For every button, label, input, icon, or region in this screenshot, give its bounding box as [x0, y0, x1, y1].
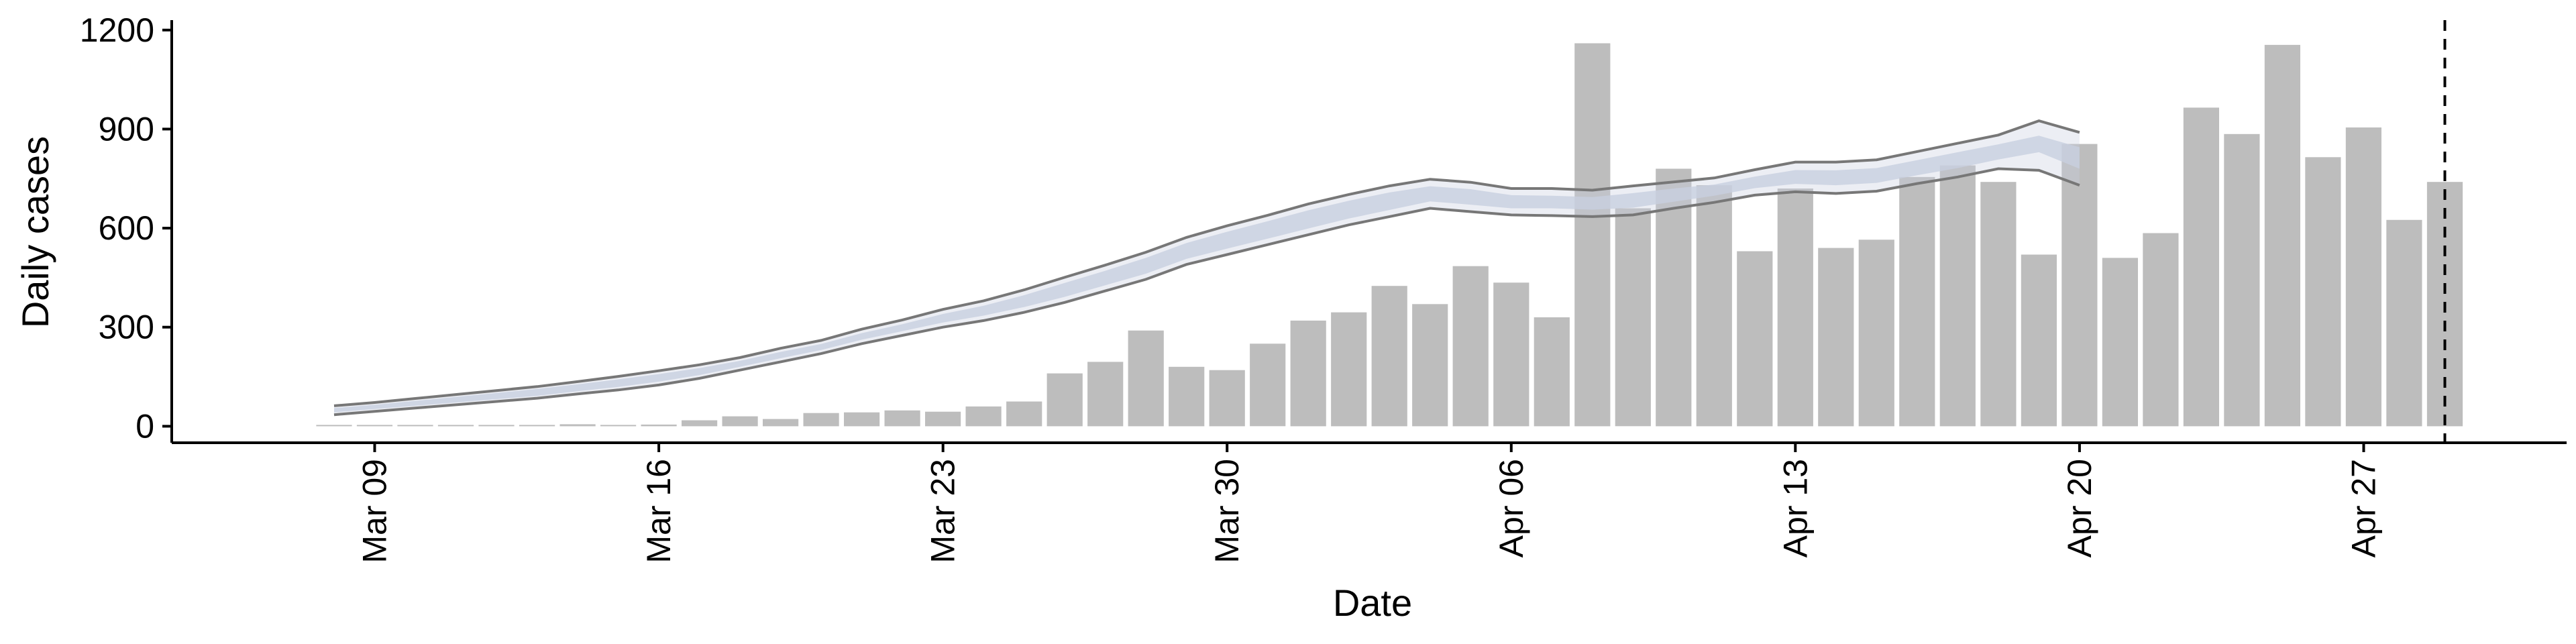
estimate-band — [333, 119, 2080, 417]
bar — [641, 424, 677, 427]
bar — [1656, 168, 1692, 427]
bar — [1452, 266, 1489, 427]
bar — [2021, 254, 2057, 427]
bar — [1615, 208, 1651, 427]
bar — [1128, 330, 1164, 427]
bar — [2264, 44, 2300, 427]
bar — [1737, 251, 1773, 427]
bar — [2061, 144, 2098, 427]
bar — [803, 413, 839, 427]
y-axis-title: Daily cases — [14, 136, 56, 328]
x-tick-label: Apr 13 — [1776, 459, 1814, 557]
bar — [1493, 282, 1529, 427]
bar — [1412, 304, 1448, 427]
bar — [397, 425, 433, 427]
x-tick-label: Mar 30 — [1208, 459, 1246, 564]
x-tick-label: Apr 06 — [1493, 459, 1530, 557]
bar — [844, 412, 880, 427]
bar — [722, 416, 758, 427]
y-tick-label: 1200 — [80, 11, 154, 49]
bar — [559, 424, 596, 427]
x-tick-label: Mar 09 — [356, 459, 394, 564]
y-tick-label: 0 — [136, 407, 154, 445]
bar — [1046, 373, 1083, 427]
bar — [1696, 185, 1732, 427]
x-tick-label: Mar 16 — [640, 459, 678, 564]
bar — [1939, 165, 1976, 427]
estimate-inner-band — [334, 136, 2080, 413]
bar — [1250, 343, 1286, 427]
bar — [1899, 176, 1935, 427]
bar — [2345, 127, 2381, 427]
bar — [884, 410, 920, 427]
bar — [1006, 401, 1042, 427]
bar — [1331, 312, 1367, 427]
bar — [1209, 370, 1245, 427]
bar — [1371, 286, 1407, 427]
estimate-lower-line — [333, 167, 2080, 417]
bar — [316, 425, 352, 427]
bar — [600, 425, 637, 427]
x-axis-title: Date — [1333, 582, 1412, 624]
y-tick-label: 900 — [99, 110, 154, 148]
bar — [2183, 107, 2219, 427]
y-tick-label: 600 — [99, 209, 154, 247]
estimate-upper-line — [333, 119, 2080, 407]
bar — [965, 406, 1002, 427]
bar — [2386, 219, 2422, 427]
bar — [682, 420, 718, 427]
bar — [1169, 366, 1205, 427]
bar — [519, 425, 555, 427]
bar — [1087, 362, 1124, 427]
bar — [1290, 320, 1326, 427]
x-ticks: Mar 09 Mar 16 Mar 23 Mar 30 Apr 06 Apr 13 Apr … — [356, 443, 2383, 564]
bar — [1777, 189, 1813, 427]
bar — [2224, 133, 2260, 427]
bar — [925, 411, 961, 427]
x-tick-label: Mar 23 — [924, 459, 962, 564]
bar — [1818, 248, 1854, 427]
bar — [478, 425, 515, 427]
bar — [2102, 258, 2138, 427]
bar — [1534, 317, 1570, 427]
bar — [1858, 239, 1894, 427]
y-tick-label: 300 — [99, 309, 154, 346]
y-ticks: 0 300 600 900 1200 — [80, 11, 172, 445]
bar — [2143, 233, 2179, 427]
bar — [437, 425, 474, 427]
bar — [356, 425, 393, 427]
bar — [2305, 157, 2341, 427]
axes — [170, 20, 2567, 444]
x-tick-label: Apr 20 — [2061, 459, 2098, 557]
estimate-outer-band — [334, 121, 2080, 415]
bar — [1574, 43, 1611, 427]
bars-group — [316, 43, 2463, 427]
bar — [763, 419, 799, 427]
bar — [1980, 182, 2017, 427]
x-tick-label: Apr 27 — [2345, 459, 2383, 557]
